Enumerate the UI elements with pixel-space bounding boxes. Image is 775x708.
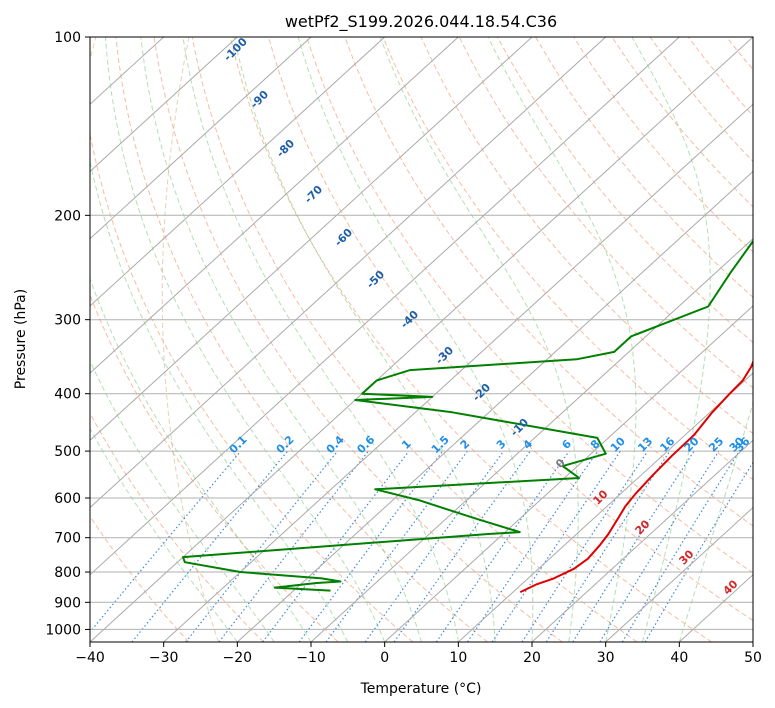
dry-adiabat <box>268 37 753 622</box>
x-tick-label: 10 <box>449 650 467 666</box>
y-tick-label: 700 <box>54 531 81 547</box>
x-tick-label: −20 <box>223 650 253 666</box>
isotherm <box>90 37 533 442</box>
dry-adiabat <box>535 37 753 298</box>
y-tick-label: 100 <box>54 30 81 46</box>
mixing-ratio-line <box>364 450 505 642</box>
x-tick-label: −10 <box>296 650 326 666</box>
plot-frame <box>89 36 754 643</box>
isotherm <box>384 305 753 642</box>
skewed-isotherms <box>90 37 753 642</box>
y-tick-label: 200 <box>54 208 81 224</box>
mixing-ratio-line <box>90 450 242 633</box>
x-axis-ticks: −40 −30 −20 −10 0 10 20 30 40 50 <box>75 642 762 666</box>
mixing-ratio-line <box>545 450 671 642</box>
profile-series <box>182 239 753 594</box>
mixing-ratio-line <box>491 450 621 642</box>
dry-adiabat <box>191 37 638 642</box>
mixing-ratio-line <box>435 450 570 642</box>
mixing-ratio-line <box>185 450 339 642</box>
mixing-ratio-line <box>572 450 695 642</box>
x-tick-label: −30 <box>149 650 179 666</box>
isotherm <box>90 37 607 509</box>
moist-adiabat <box>379 37 579 642</box>
isotherm <box>90 37 238 173</box>
x-tick-label: −40 <box>75 650 105 666</box>
isotherm <box>457 372 753 642</box>
moist-adiabat <box>297 37 534 642</box>
chart-title: wetPf2_S199.2026.044.18.54.C36 <box>285 12 557 32</box>
isotherm <box>163 103 753 642</box>
moist-adiabat <box>140 37 422 642</box>
y-axis-ticks: 100 200 300 400 500 600 700 800 900 1000 <box>45 30 90 638</box>
x-tick-label: 0 <box>380 650 389 666</box>
moist-adiabat <box>182 37 459 642</box>
dry-adiabat <box>90 412 264 642</box>
profile-line <box>182 239 753 592</box>
dry-adiabat <box>115 37 488 642</box>
x-tick-label: 40 <box>670 650 688 666</box>
x-tick-label: 50 <box>744 650 762 666</box>
isotherm <box>90 37 312 240</box>
dry-adiabat <box>496 37 753 344</box>
y-tick-label: 500 <box>54 444 81 460</box>
moist-adiabats <box>90 37 753 642</box>
profile-line <box>519 359 753 594</box>
mixing-ratio-line <box>521 450 649 642</box>
mixing-ratio-line <box>466 450 599 642</box>
isotherm <box>605 506 753 642</box>
y-tick-label: 600 <box>54 491 81 507</box>
isotherm <box>90 37 386 307</box>
moist-adiabat <box>233 37 496 642</box>
moist-adiabat <box>90 158 349 642</box>
dry-adiabat <box>153 37 563 642</box>
mixing-ratio-line <box>262 450 410 642</box>
moist-adiabat <box>90 427 238 642</box>
isotherm <box>310 237 753 642</box>
moist-adiabat <box>90 359 275 642</box>
dry-adiabat <box>382 37 753 481</box>
dry-adiabat <box>420 37 753 435</box>
isotherm <box>90 37 680 576</box>
y-tick-label: 1000 <box>45 622 81 638</box>
y-axis-label: Pressure (hPa) <box>13 289 29 389</box>
y-tick-label: 800 <box>54 565 81 581</box>
reference-line <box>161 37 219 642</box>
y-tick-label: 400 <box>54 387 81 403</box>
moist-adiabat <box>631 37 711 642</box>
mixing-ratio-line <box>298 450 444 642</box>
moist-adiabat <box>678 401 753 642</box>
mixing-ratio-line <box>621 450 740 642</box>
x-axis-label: Temperature (°C) <box>360 681 482 697</box>
dry-adiabat <box>306 37 753 574</box>
x-tick-label: 20 <box>523 650 541 666</box>
x-tick-label: 30 <box>597 650 615 666</box>
isotherm <box>531 439 753 642</box>
isotherm <box>90 37 459 374</box>
isotherm <box>236 170 753 642</box>
y-tick-label: 300 <box>54 313 81 329</box>
isotherm <box>90 37 753 642</box>
mixing-ratio-line <box>325 450 468 642</box>
y-tick-label: 900 <box>54 595 81 611</box>
moist-adiabat <box>487 37 637 642</box>
